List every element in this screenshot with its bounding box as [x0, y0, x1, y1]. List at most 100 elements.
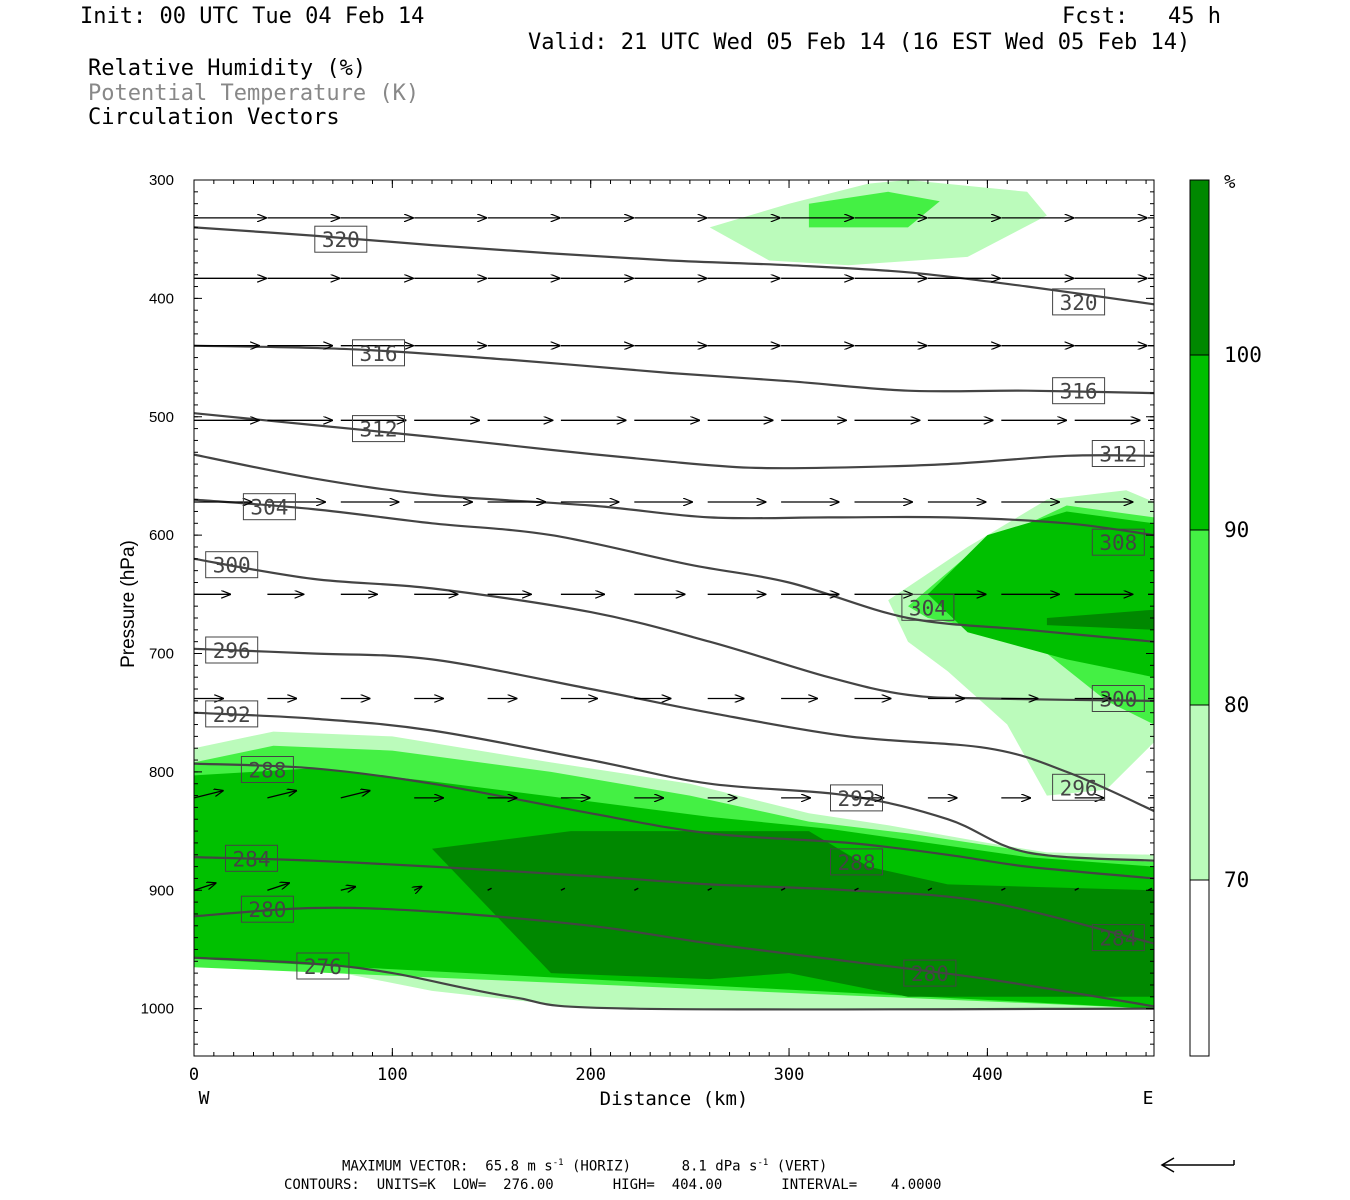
valid-time: Valid: 21 UTC Wed 05 Feb 14 (16 EST Wed …: [528, 30, 1191, 55]
svg-text:312: 312: [360, 418, 398, 442]
vector-arrow: [1074, 887, 1080, 891]
colorbar-segment: [1189, 704, 1210, 881]
contour-label-296: 296: [205, 636, 259, 664]
contour-label-308: 308: [1091, 528, 1145, 556]
x-tick-label: 300: [774, 1065, 805, 1085]
svg-text:296: 296: [1060, 776, 1098, 800]
theta-contour-300: [194, 557, 1154, 702]
contour-label-280: 280: [240, 895, 294, 923]
y-tick-label: 1000: [141, 1001, 174, 1018]
contour-label-284: 284: [1091, 924, 1145, 952]
colorbar-segment: [1189, 179, 1210, 356]
x-axis-title: Distance (km): [600, 1088, 749, 1110]
theta-contour-276: [194, 956, 1154, 1011]
theta-contour-320: [194, 226, 1154, 306]
theta-contour-308: [194, 453, 1154, 537]
potential-temperature-contours: [194, 226, 1154, 1011]
x-tick-label: 100: [377, 1065, 408, 1085]
svg-text:316: 316: [1060, 380, 1098, 404]
x-tick-label: 400: [972, 1065, 1003, 1085]
init-time: Init: 00 UTC Tue 04 Feb 14: [80, 4, 425, 29]
svg-text:308: 308: [1099, 531, 1137, 555]
circulation-vectors: [194, 218, 1154, 891]
svg-text:284: 284: [233, 847, 271, 871]
svg-text:296: 296: [213, 639, 251, 663]
vector-arrow: [854, 887, 859, 891]
axes: 300 400 500 600 700 800 900 1000 0 100 200 300 400 W E: [141, 172, 1154, 1109]
contour-label-320: 320: [1052, 288, 1106, 316]
y-axis-title: Pressure (hPa): [118, 540, 139, 668]
svg-text:288: 288: [838, 851, 876, 875]
contour-label-300: 300: [1091, 685, 1145, 712]
theta-contour-292: [194, 711, 1154, 862]
rh-region-100-7: [1046, 609, 1154, 630]
forecast-hour: Fcst: 45 h: [1062, 4, 1221, 29]
contour-label-304: 304: [242, 493, 296, 521]
svg-text:320: 320: [322, 228, 360, 252]
svg-text:320: 320: [1060, 291, 1098, 315]
vector-arrow: [267, 791, 296, 799]
contour-label-312: 312: [352, 415, 405, 443]
svg-text:300: 300: [1099, 688, 1137, 712]
svg-text:280: 280: [248, 898, 286, 922]
svg-text:304: 304: [909, 596, 947, 620]
reference-vector: [1160, 1157, 1235, 1173]
colorbar: 100 90 80 70%: [1189, 171, 1262, 1057]
vector-arrow: [780, 887, 786, 891]
theta-contour-304: [194, 498, 1154, 643]
contour-label-320: 320: [314, 225, 368, 253]
svg-text:292: 292: [213, 703, 251, 727]
y-tick-label: 300: [149, 172, 174, 189]
contour-label-292: 292: [830, 784, 883, 812]
svg-text:292: 292: [838, 787, 876, 811]
colorbar-segment: [1189, 529, 1210, 706]
theta-contour-280: [194, 906, 1154, 1008]
y-tick-label: 800: [149, 764, 174, 781]
colorbar-label: 90: [1224, 518, 1249, 542]
field-label-vectors: Circulation Vectors: [88, 105, 340, 130]
svg-text:284: 284: [1099, 927, 1137, 951]
colorbar-segment: [1189, 879, 1210, 1057]
svg-text:280: 280: [911, 962, 949, 986]
vector-arrow: [267, 883, 289, 891]
svg-text:312: 312: [1099, 443, 1137, 467]
y-tick-label: 400: [149, 290, 174, 307]
field-label-theta: Potential Temperature (K): [88, 81, 420, 106]
vector-arrow: [414, 887, 421, 891]
contour-label-316: 316: [1052, 377, 1106, 405]
vector-arrow: [560, 887, 566, 891]
contour-labels: 320 320 316 316 312 312 304 308 300 304 296 300 292 2…: [205, 225, 1145, 987]
colorbar-unit: %: [1224, 171, 1236, 193]
theta-contour-312: [194, 412, 1154, 470]
contour-label-300: 300: [205, 551, 259, 579]
colorbar-label: 80: [1224, 693, 1249, 717]
vector-arrow: [487, 887, 492, 891]
vector-arrow: [194, 883, 216, 891]
contour-label-276: 276: [296, 952, 350, 980]
vector-arrow: [1000, 887, 1006, 891]
contour-label-312: 312: [1091, 440, 1145, 467]
vector-arrow: [340, 791, 370, 799]
x-tick-label: 0: [189, 1065, 199, 1085]
contour-label-288: 288: [240, 756, 294, 783]
contour-label-296: 296: [1052, 773, 1106, 801]
y-tick-label: 600: [149, 527, 174, 544]
vector-arrow: [194, 791, 223, 799]
svg-text:300: 300: [213, 554, 251, 578]
contour-label-280: 280: [903, 959, 957, 987]
contour-label-284: 284: [225, 844, 278, 872]
colorbar-segment: [1189, 354, 1210, 531]
svg-text:316: 316: [360, 342, 398, 366]
colorbar-label: 100: [1224, 343, 1262, 367]
theta-contour-296: [194, 647, 1154, 813]
field-label-rh: Relative Humidity (%): [88, 56, 367, 81]
contour-label-304: 304: [901, 593, 955, 621]
max-vector-note: MAXIMUM VECTOR: 65.8 m s-1 (HORIZ) 8.1 d…: [342, 1158, 828, 1175]
east-label: E: [1143, 1088, 1154, 1109]
contour-label-316: 316: [352, 339, 405, 367]
vector-arrow: [340, 887, 355, 891]
svg-text:276: 276: [304, 955, 342, 979]
theta-contour-288: [194, 762, 1154, 880]
y-tick-label: 700: [149, 646, 174, 663]
